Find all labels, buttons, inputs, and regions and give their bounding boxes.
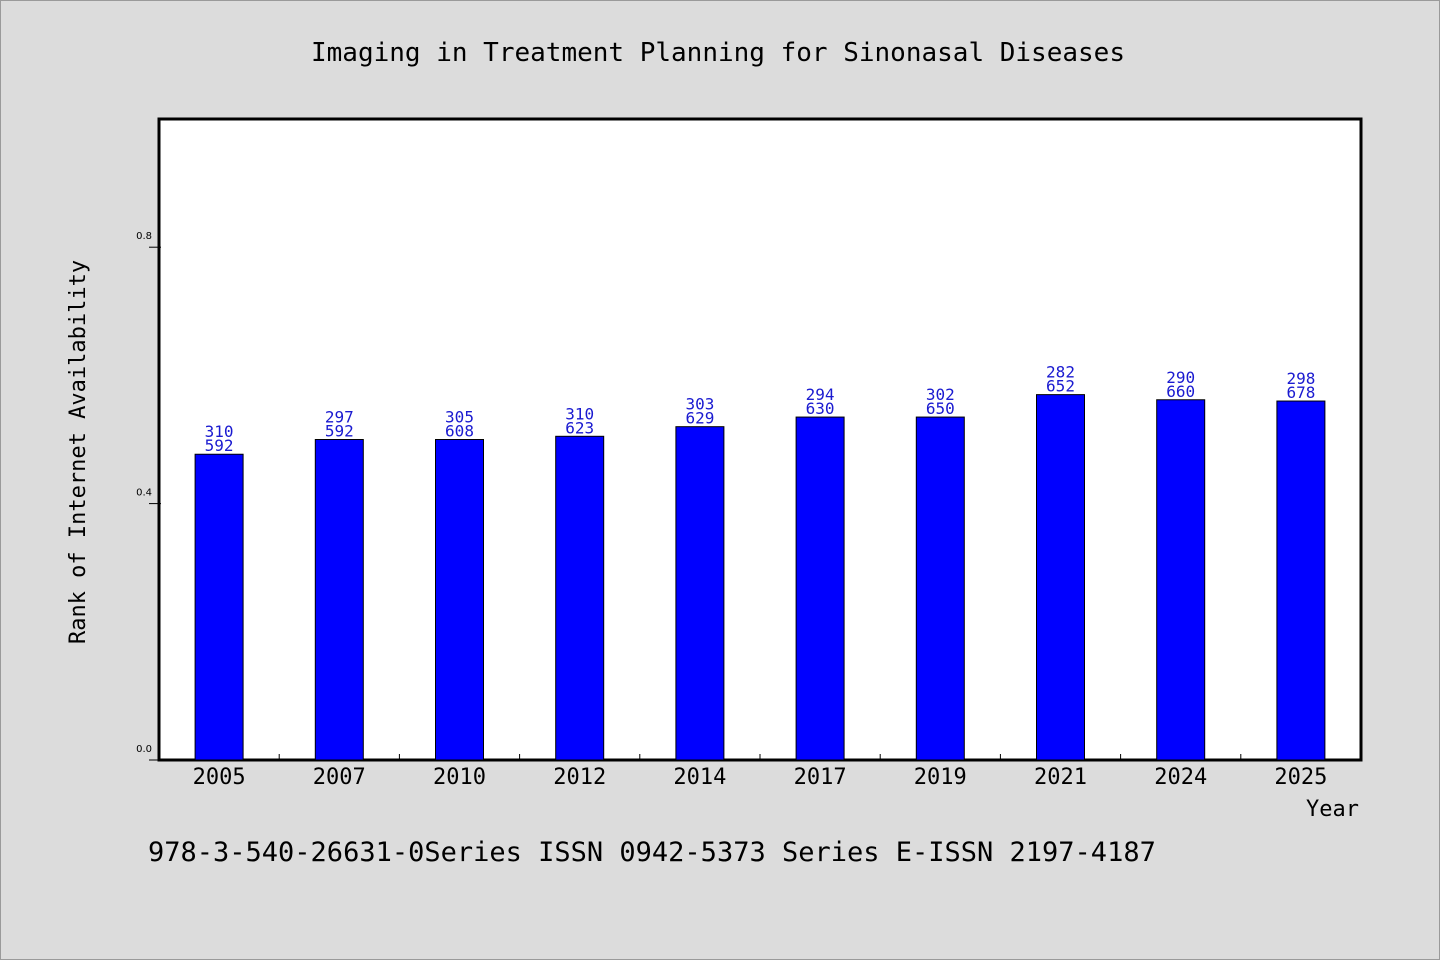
data-label-bottom-2021: 652 [1046, 377, 1075, 396]
data-label-top-2025: 298 [1286, 369, 1315, 388]
y-tick-label-2: 0.8 [136, 231, 152, 242]
data-label-top-2010: 305 [445, 408, 474, 427]
x-tick-label-2025: 2025 [1274, 765, 1327, 790]
data-label-bottom-2017: 630 [806, 399, 835, 418]
bar-2019 [915, 416, 965, 761]
data-label-bottom-2014: 629 [685, 409, 714, 428]
x-axis-label: Year [1306, 797, 1359, 822]
data-label-top-2019: 302 [926, 385, 955, 404]
x-tick-label-2017: 2017 [794, 765, 847, 790]
x-tick-label-2014: 2014 [673, 765, 726, 790]
x-tick-label-2012: 2012 [553, 765, 606, 790]
data-label-top-2021: 282 [1046, 363, 1075, 382]
x-tick-label-2007: 2007 [313, 765, 366, 790]
x-tick-label-2021: 2021 [1034, 765, 1087, 790]
bar-2007 [314, 439, 364, 761]
y-ticks-group: 0.0 0.4 0.8 [136, 231, 161, 761]
y-tick-label-0: 0.0 [136, 744, 152, 755]
data-label-bottom-2025: 678 [1286, 383, 1315, 402]
x-tick-label-2024: 2024 [1154, 765, 1207, 790]
data-label-bottom-2019: 650 [926, 399, 955, 418]
bar-2005 [194, 453, 244, 761]
data-label-bottom-2005: 592 [205, 436, 234, 455]
data-label-top-2012: 310 [565, 404, 594, 423]
data-label-bottom-2012: 623 [565, 418, 594, 437]
data-label-bottom-2007: 592 [325, 422, 354, 441]
bar-2017 [795, 416, 845, 761]
data-label-bottom-2010: 608 [445, 422, 474, 441]
x-tick-label-2019: 2019 [914, 765, 967, 790]
data-label-top-2017: 294 [806, 385, 835, 404]
bar-2025 [1276, 400, 1326, 761]
bar-2012 [555, 435, 605, 761]
data-labels-group: 3105922975923056083106233036292946303026… [205, 363, 1316, 456]
bar-2021 [1036, 394, 1085, 761]
bar-2014 [675, 426, 725, 761]
data-label-top-2007: 297 [325, 408, 354, 427]
x-tick-label-2010: 2010 [433, 765, 486, 790]
data-label-top-2014: 303 [685, 395, 714, 414]
data-label-top-2005: 310 [205, 422, 234, 441]
bar-2024 [1156, 399, 1206, 761]
x-tick-label-2005: 2005 [193, 765, 246, 790]
x-ticks-group: 2005 2007 2010 2012 2014 2017 2019 2021 2024 2025 [193, 754, 1327, 790]
data-label-bottom-2024: 660 [1166, 382, 1195, 401]
data-label-top-2024: 290 [1166, 368, 1195, 387]
chart-title: Imaging in Treatment Planning for Sinona… [311, 38, 1125, 68]
y-tick-label-1: 0.4 [136, 488, 152, 499]
footer-isbn-text: 978-3-540-26631-0Series ISSN 0942-5373 S… [148, 837, 1156, 868]
bar-2010 [435, 439, 484, 761]
y-axis-label: Rank of Internet Availability [66, 260, 91, 644]
bars-group [194, 394, 1326, 761]
